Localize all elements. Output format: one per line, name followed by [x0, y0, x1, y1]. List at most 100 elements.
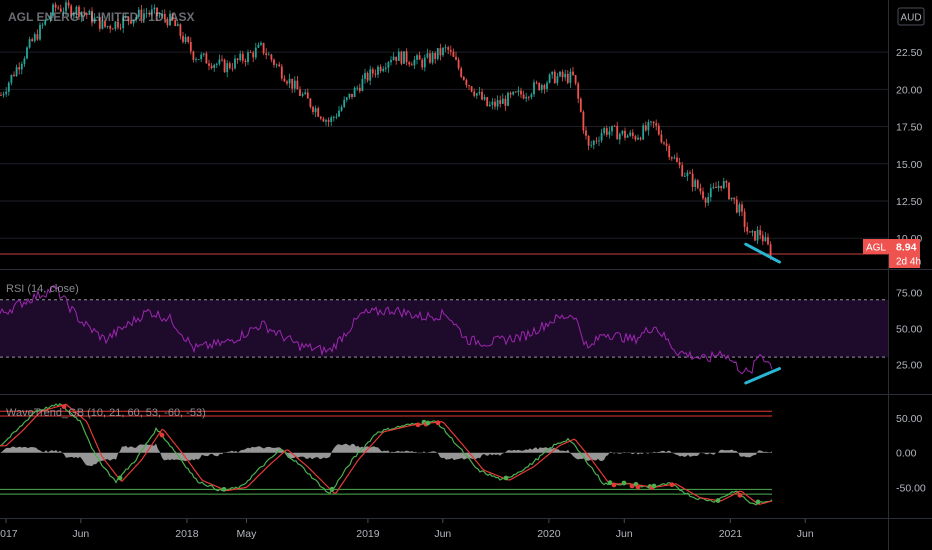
price-candle	[241, 50, 244, 64]
price-candle	[265, 48, 268, 60]
wavetrend-cross-dot	[715, 498, 721, 503]
price-candle	[483, 94, 486, 101]
wavetrend-axis-tick: 50.00	[896, 413, 922, 425]
price-tag-symbol: AGL	[866, 243, 886, 254]
price-candle	[431, 51, 434, 65]
price-candle	[689, 170, 691, 174]
time-axis[interactable]: 2017 Jun 2018 May 2019 Jun 2020 Jun 2021 Jun	[0, 519, 814, 540]
price-candle	[182, 32, 184, 44]
price-candle	[457, 57, 460, 71]
price-candles	[0, 0, 772, 260]
price-candle	[465, 78, 468, 88]
price-candle	[639, 136, 642, 141]
wavetrend-cross-dot	[607, 480, 613, 486]
price-candle	[332, 115, 335, 122]
price-candle	[452, 48, 455, 58]
price-candle	[512, 91, 515, 96]
time-axis-label: 2018	[175, 528, 199, 540]
price-candle	[631, 129, 634, 140]
price-candle	[109, 24, 112, 33]
price-candle	[660, 129, 663, 144]
price-candle	[33, 32, 36, 43]
price-candle	[57, 5, 60, 10]
price-candle	[551, 71, 554, 79]
price-candle	[585, 126, 587, 140]
wavetrend-axis[interactable]: 50.00 0.00 -50.00	[896, 413, 926, 494]
currency-badge[interactable]: AUD	[897, 7, 925, 26]
price-candle	[174, 18, 177, 27]
price-candle	[356, 85, 359, 91]
price-candle	[624, 127, 626, 141]
price-candle	[436, 48, 439, 61]
price-candle	[491, 98, 494, 110]
rsi-axis[interactable]: 75.00 50.00 25.00	[896, 288, 922, 372]
price-candle	[525, 92, 528, 103]
price-candle	[171, 12, 174, 22]
price-axis-tick: 22.50	[896, 47, 922, 59]
price-candle	[543, 83, 546, 94]
rsi-title: RSI (14, close)	[6, 283, 79, 295]
price-candle	[197, 58, 200, 60]
price-candle	[260, 41, 262, 47]
wavetrend-cross-dots	[61, 404, 761, 505]
price-candle	[442, 46, 444, 58]
price-candle	[98, 16, 101, 32]
price-pane[interactable]: AGL ENERGY LIMITED., 1D, ASX	[0, 0, 888, 264]
price-candle	[215, 62, 218, 69]
wavetrend-pane[interactable]: WaveTrend_GB (10, 21, 60, 53, -60, -53)	[0, 403, 773, 506]
price-candle	[317, 106, 320, 118]
price-candle	[408, 60, 411, 67]
price-candle	[655, 119, 658, 131]
price-candle	[184, 33, 187, 45]
price-candle	[20, 61, 23, 75]
price-candle	[449, 45, 452, 56]
price-candle	[262, 42, 265, 56]
price-candle	[187, 35, 190, 44]
price-candle	[603, 126, 606, 136]
rsi-axis-tick: 50.00	[896, 323, 922, 335]
rsi-pane[interactable]: RSI (14, close)	[0, 283, 888, 385]
currency-label: AUD	[900, 13, 921, 24]
price-candle	[683, 172, 686, 177]
wavetrend-cross-dot	[611, 482, 617, 488]
price-candle	[652, 121, 655, 128]
price-candle	[234, 54, 236, 70]
price-candle	[400, 50, 403, 66]
price-candle	[236, 57, 239, 64]
price-candle	[699, 183, 702, 195]
price-candle	[93, 13, 96, 24]
price-candle	[468, 84, 470, 90]
wavetrend-title: WaveTrend_GB (10, 21, 60, 53, -60, -53)	[6, 407, 206, 419]
price-candle	[205, 51, 208, 64]
price-candle	[161, 9, 164, 19]
price-candle	[231, 63, 234, 72]
price-candle	[598, 136, 600, 146]
price-candle	[559, 70, 561, 78]
price-candle	[345, 96, 348, 103]
price-candle	[169, 10, 171, 27]
price-candle	[462, 76, 465, 81]
price-candle	[764, 232, 767, 242]
price-candle	[478, 86, 481, 96]
wavetrend-cross-dot	[435, 420, 441, 426]
price-candle	[156, 7, 158, 22]
price-candle	[88, 9, 91, 15]
time-axis-label: 2020	[537, 528, 561, 540]
price-candle	[564, 69, 567, 81]
price-axis-tick: 12.50	[896, 196, 922, 208]
time-axis-label: 2017	[0, 528, 18, 540]
wavetrend-cross-dot	[669, 482, 675, 488]
price-candle	[569, 68, 572, 88]
price-candle	[106, 25, 109, 29]
price-candle	[145, 8, 148, 19]
price-candle	[0, 92, 2, 96]
price-candle	[481, 88, 483, 101]
price-candle	[26, 46, 28, 60]
wavetrend-cross-dot	[755, 499, 761, 505]
price-candle	[348, 93, 351, 100]
price-candle	[296, 75, 299, 90]
price-candle	[644, 121, 647, 132]
price-candle	[447, 45, 450, 55]
price-candle	[611, 125, 613, 136]
